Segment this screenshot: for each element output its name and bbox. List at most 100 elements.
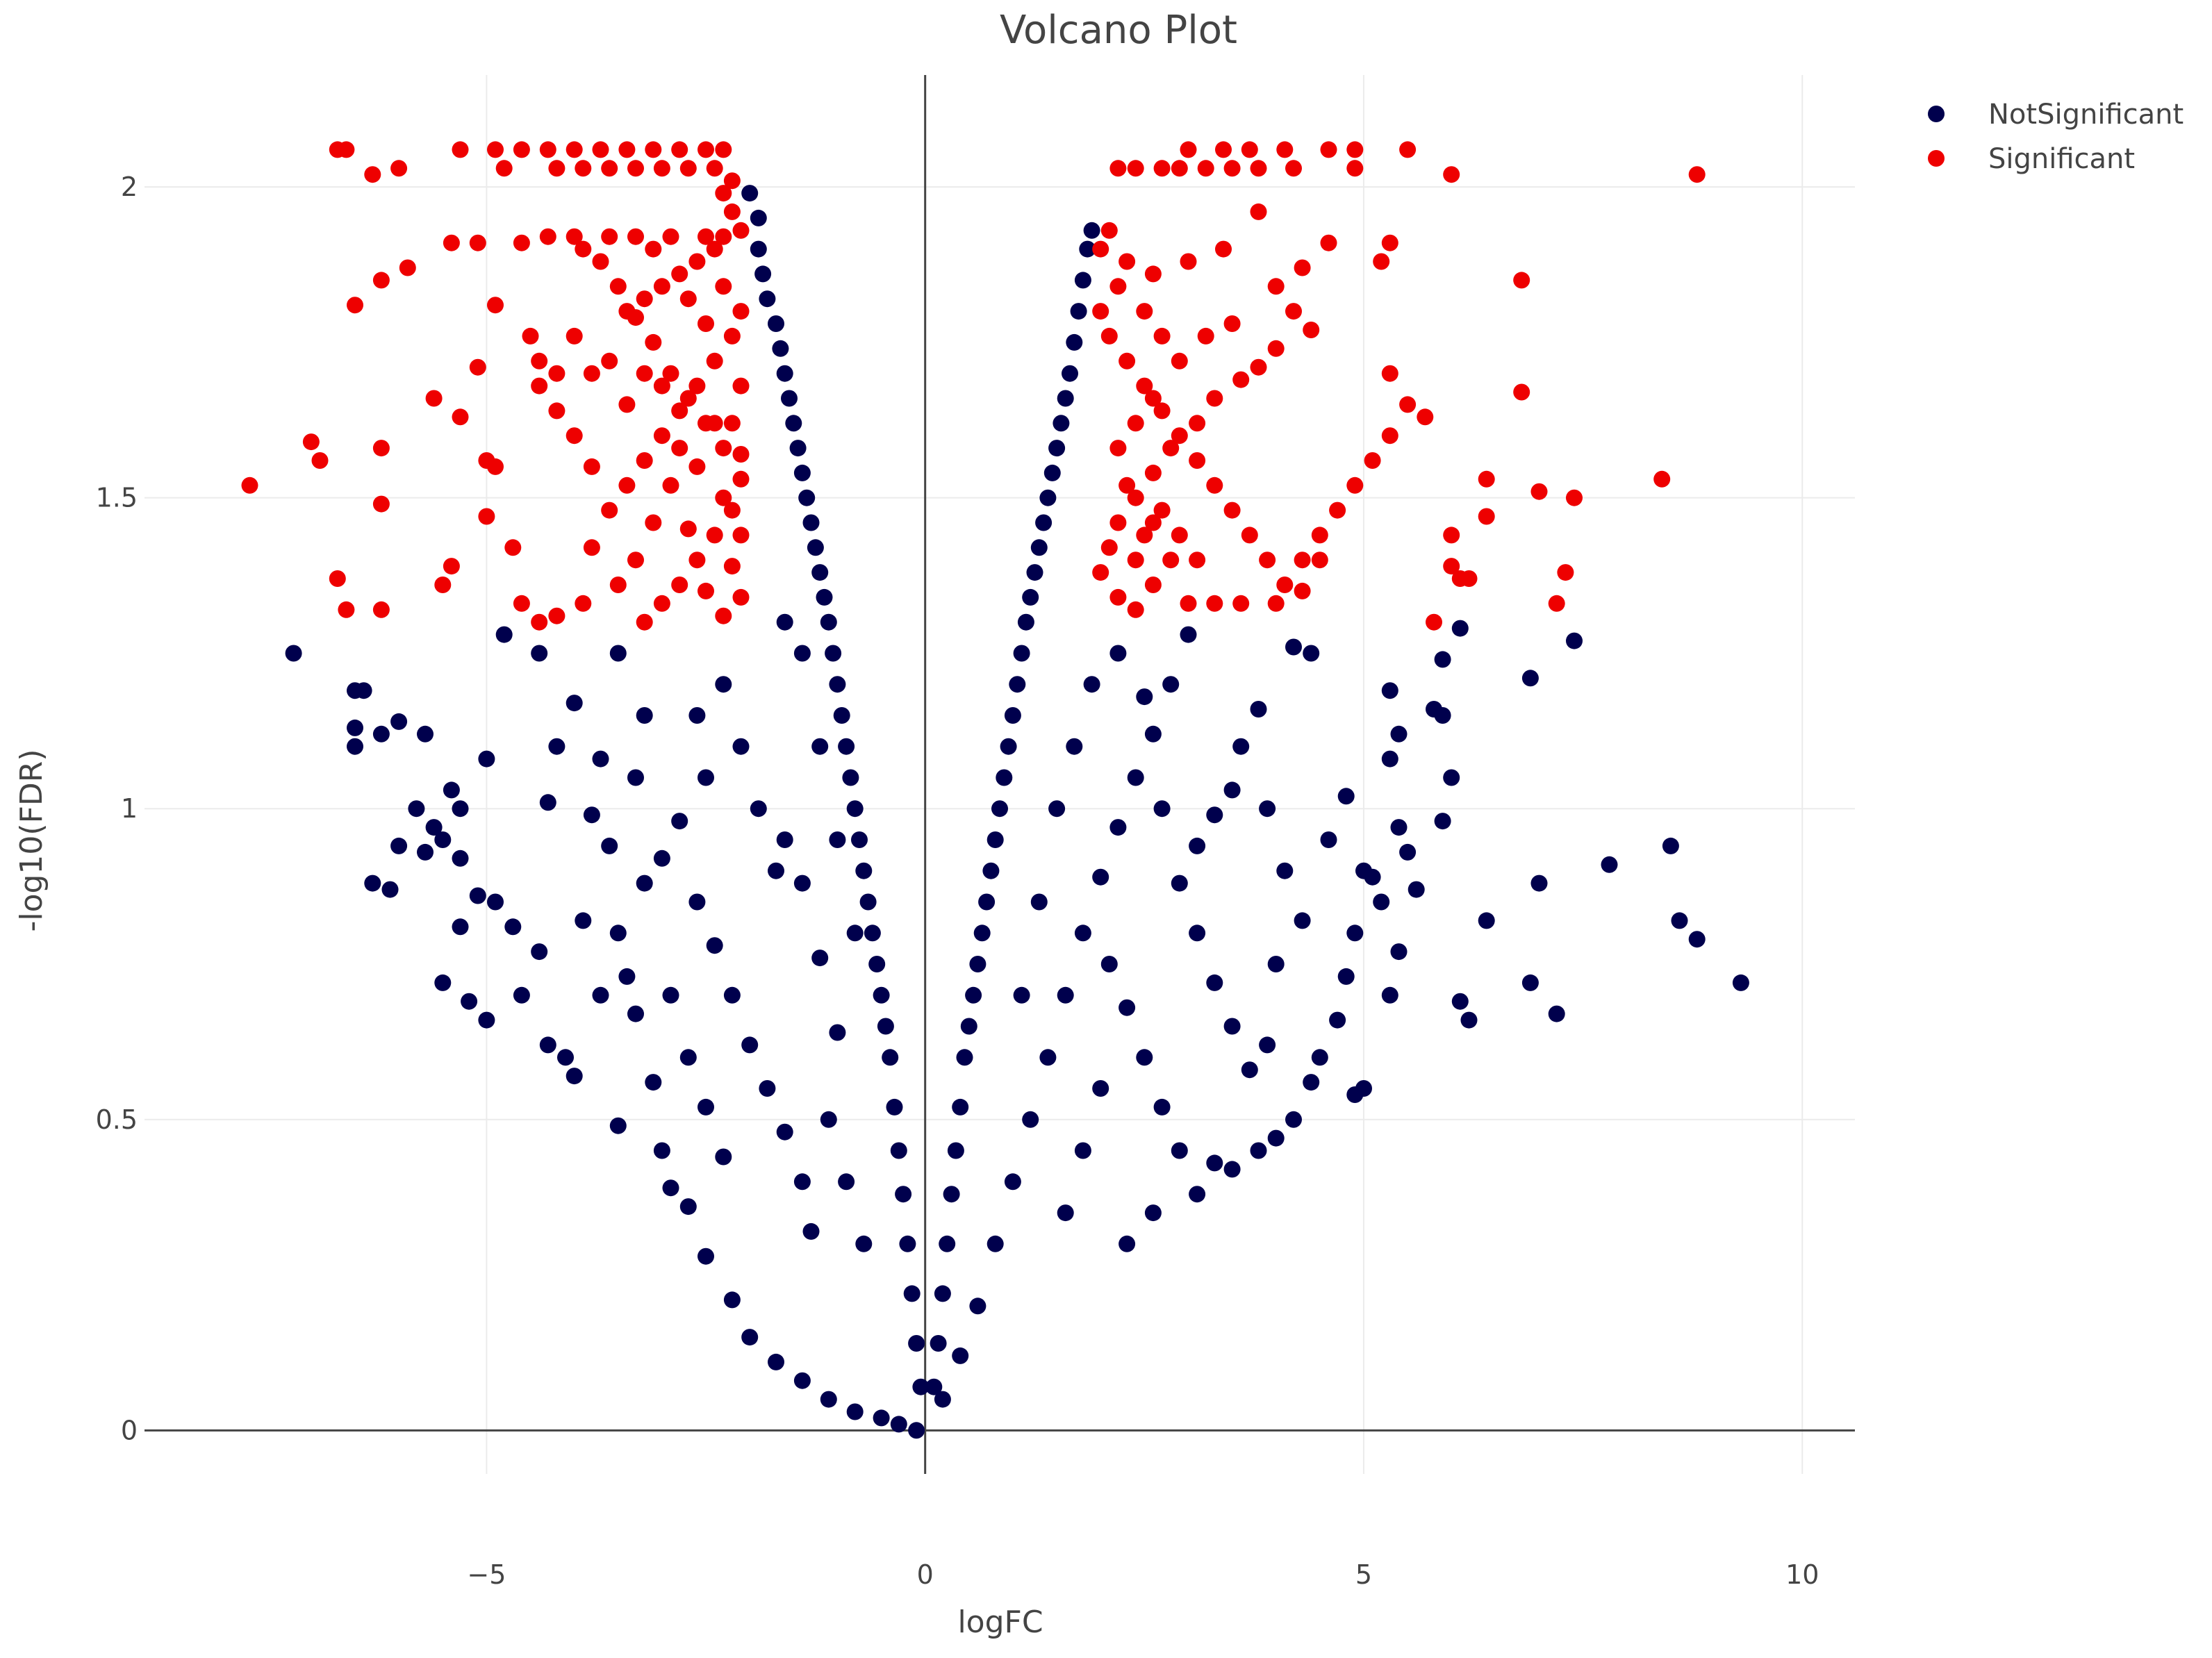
data-point-significant[interactable] xyxy=(531,377,548,395)
data-point-significant[interactable] xyxy=(1548,595,1565,612)
data-point-notsignificant[interactable] xyxy=(1030,539,1048,556)
data-point-significant[interactable] xyxy=(688,253,706,270)
data-point-significant[interactable] xyxy=(592,253,609,270)
data-point-significant[interactable] xyxy=(1381,234,1398,251)
data-point-notsignificant[interactable] xyxy=(1223,1161,1241,1178)
data-point-notsignificant[interactable] xyxy=(1408,881,1425,898)
data-point-notsignificant[interactable] xyxy=(991,800,1008,818)
data-point-significant[interactable] xyxy=(1215,141,1232,158)
data-point-notsignificant[interactable] xyxy=(811,950,829,967)
data-point-significant[interactable] xyxy=(583,458,600,475)
data-point-significant[interactable] xyxy=(662,365,679,382)
data-point-notsignificant[interactable] xyxy=(461,993,478,1010)
data-point-notsignificant[interactable] xyxy=(1303,645,1320,662)
data-point-significant[interactable] xyxy=(1189,552,1206,569)
data-point-significant[interactable] xyxy=(513,595,530,612)
data-point-notsignificant[interactable] xyxy=(939,1235,956,1252)
data-point-notsignificant[interactable] xyxy=(1022,1111,1039,1128)
data-point-notsignificant[interactable] xyxy=(741,1036,759,1054)
data-point-notsignificant[interactable] xyxy=(741,185,759,202)
data-point-significant[interactable] xyxy=(1162,552,1180,569)
data-point-notsignificant[interactable] xyxy=(768,862,784,879)
data-point-notsignificant[interactable] xyxy=(372,725,390,743)
data-point-notsignificant[interactable] xyxy=(1109,645,1127,662)
data-point-notsignificant[interactable] xyxy=(1346,925,1364,942)
data-point-significant[interactable] xyxy=(566,327,583,345)
data-point-significant[interactable] xyxy=(627,228,644,245)
data-point-significant[interactable] xyxy=(1189,452,1206,469)
data-point-notsignificant[interactable] xyxy=(1390,819,1408,836)
data-point-notsignificant[interactable] xyxy=(811,564,829,581)
data-point-notsignificant[interactable] xyxy=(1267,956,1285,972)
data-point-notsignificant[interactable] xyxy=(723,1291,741,1309)
data-point-notsignificant[interactable] xyxy=(653,849,670,867)
data-point-significant[interactable] xyxy=(601,501,618,519)
data-point-significant[interactable] xyxy=(1530,483,1548,500)
data-point-notsignificant[interactable] xyxy=(417,725,434,743)
data-point-significant[interactable] xyxy=(311,452,329,469)
data-point-significant[interactable] xyxy=(1144,577,1162,593)
data-point-significant[interactable] xyxy=(1478,508,1495,525)
data-point-notsignificant[interactable] xyxy=(347,719,363,736)
data-point-notsignificant[interactable] xyxy=(531,645,548,662)
data-point-notsignificant[interactable] xyxy=(1153,800,1171,818)
data-point-notsignificant[interactable] xyxy=(886,1098,903,1116)
data-point-notsignificant[interactable] xyxy=(1434,813,1451,830)
data-point-significant[interactable] xyxy=(601,228,618,245)
data-point-notsignificant[interactable] xyxy=(381,881,399,898)
data-point-notsignificant[interactable] xyxy=(978,893,996,911)
data-point-notsignificant[interactable] xyxy=(1092,868,1109,886)
data-point-significant[interactable] xyxy=(443,234,460,251)
data-point-notsignificant[interactable] xyxy=(662,986,679,1004)
data-point-notsignificant[interactable] xyxy=(1048,800,1066,818)
data-point-significant[interactable] xyxy=(715,440,732,457)
data-point-significant[interactable] xyxy=(1267,278,1285,295)
data-point-notsignificant[interactable] xyxy=(1035,514,1053,531)
data-point-notsignificant[interactable] xyxy=(820,613,837,631)
data-point-notsignificant[interactable] xyxy=(1000,738,1017,755)
data-point-significant[interactable] xyxy=(609,577,627,593)
data-point-notsignificant[interactable] xyxy=(846,925,864,942)
data-point-notsignificant[interactable] xyxy=(1373,893,1390,911)
data-point-notsignificant[interactable] xyxy=(1303,1074,1320,1091)
data-point-notsignificant[interactable] xyxy=(417,843,434,861)
data-point-significant[interactable] xyxy=(241,476,258,494)
data-point-significant[interactable] xyxy=(1259,552,1276,569)
series-notsignificant[interactable] xyxy=(285,185,1749,1439)
data-point-notsignificant[interactable] xyxy=(1337,968,1355,985)
data-point-notsignificant[interactable] xyxy=(934,1285,951,1302)
data-point-notsignificant[interactable] xyxy=(1294,912,1311,929)
data-point-notsignificant[interactable] xyxy=(759,290,776,308)
data-point-notsignificant[interactable] xyxy=(1530,874,1548,892)
data-point-significant[interactable] xyxy=(715,489,732,506)
data-point-significant[interactable] xyxy=(627,160,644,177)
data-point-notsignificant[interactable] xyxy=(1285,1111,1302,1128)
data-point-notsignificant[interactable] xyxy=(1320,831,1337,848)
data-point-notsignificant[interactable] xyxy=(908,1335,925,1352)
data-point-significant[interactable] xyxy=(732,527,750,544)
data-point-significant[interactable] xyxy=(1513,272,1530,289)
data-point-significant[interactable] xyxy=(723,558,741,575)
data-point-significant[interactable] xyxy=(364,166,381,183)
data-point-notsignificant[interactable] xyxy=(1223,781,1241,799)
data-point-notsignificant[interactable] xyxy=(802,1222,820,1240)
data-point-notsignificant[interactable] xyxy=(1548,1005,1565,1022)
data-point-significant[interactable] xyxy=(539,228,556,245)
data-point-notsignificant[interactable] xyxy=(776,365,793,382)
data-point-notsignificant[interactable] xyxy=(833,707,850,724)
data-point-notsignificant[interactable] xyxy=(1521,974,1539,991)
data-point-notsignificant[interactable] xyxy=(390,837,408,854)
data-point-notsignificant[interactable] xyxy=(768,1353,784,1370)
data-point-significant[interactable] xyxy=(723,203,741,220)
data-point-notsignificant[interactable] xyxy=(1451,993,1469,1010)
data-point-significant[interactable] xyxy=(645,141,662,158)
data-point-significant[interactable] xyxy=(601,352,618,370)
data-point-significant[interactable] xyxy=(372,272,390,289)
data-point-significant[interactable] xyxy=(618,303,636,320)
data-point-significant[interactable] xyxy=(1109,514,1127,531)
points-layer[interactable] xyxy=(241,141,1749,1439)
data-point-significant[interactable] xyxy=(715,141,732,158)
data-point-notsignificant[interactable] xyxy=(627,769,644,786)
data-point-significant[interactable] xyxy=(1180,253,1197,270)
data-point-significant[interactable] xyxy=(1171,527,1188,544)
